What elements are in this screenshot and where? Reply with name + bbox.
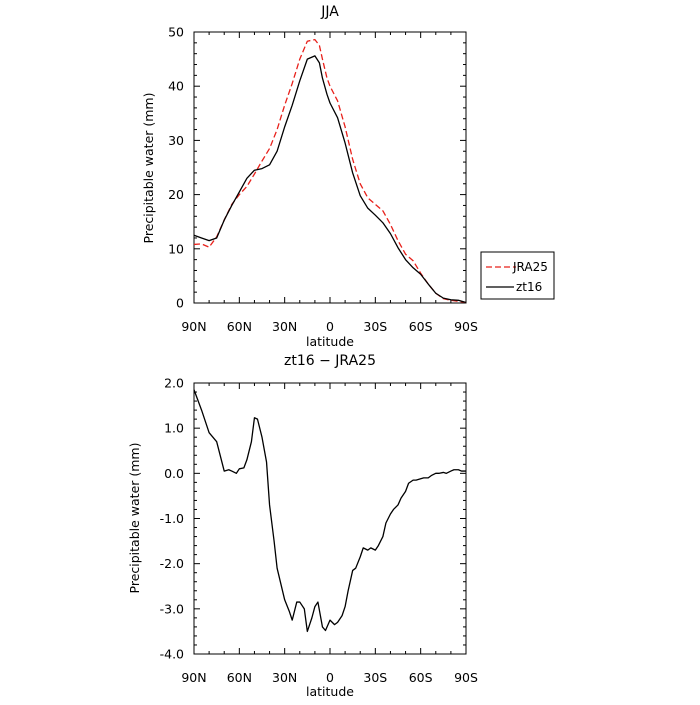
top-y-axis: 0 10 20 30 40 50 [168,25,466,311]
bottom-x-tick-label: 90N [181,670,206,685]
top-y-tick-label: 40 [168,79,184,94]
bottom-x-tick-label: 30N [272,670,297,685]
top-series-line-zt16 [193,55,467,304]
top-series-lines [193,38,467,304]
legend-label-zt16: zt16 [516,280,542,294]
top-x-tick-label: 60N [227,319,252,334]
bottom-panel: zt16 − JRA25 90N 60N 30N 0 30S 60S 90S 2.0 1.0 0… [127,353,478,699]
bottom-y-tick-label: 0.0 [164,466,184,481]
top-y-tick-label: 10 [168,241,184,256]
top-x-axis-label: latitude [306,334,354,349]
legend: JRA25 zt16 [480,251,555,300]
bottom-x-tick-label: 0 [326,670,334,685]
bottom-x-tick-label: 60S [409,670,433,685]
top-x-tick-label: 30S [363,319,387,334]
bottom-x-tick-label: 30S [363,670,387,685]
top-plot-frame [193,31,467,304]
bottom-plot-frame [193,382,467,655]
bottom-chart-title: zt16 − JRA25 [284,353,376,369]
bottom-y-tick-label: -1.0 [160,511,184,526]
top-x-tick-label: 30N [272,319,297,334]
top-x-axis: 90N 60N 30N 0 30S 60S 90S [181,32,478,334]
bottom-series-lines [193,389,466,633]
legend-box [480,251,555,300]
bottom-x-tick-label: 90S [454,670,478,685]
bottom-y-tick-label: 1.0 [164,421,184,436]
bottom-y-axis: 2.0 1.0 0.0 -1.0 -2.0 -3.0 -4.0 [160,376,466,662]
bottom-x-tick-label: 60N [227,670,252,685]
legend-label-jra25: JRA25 [512,260,548,274]
top-panel: JJA 90N 60N 30N 0 30S 60S 90S 0 10 20 30 40 50 lati… [141,4,555,349]
top-y-tick-label: 50 [168,25,184,40]
bottom-y-axis-label: Precipitable water (mm) [127,443,142,594]
bottom-y-tick-label: -3.0 [160,601,184,616]
top-y-axis-label: Precipitable water (mm) [141,93,156,244]
top-x-tick-label: 60S [409,319,433,334]
bottom-y-tick-label: -4.0 [160,647,184,662]
top-x-tick-label: 0 [326,319,334,334]
top-y-tick-label: 0 [176,296,184,311]
bottom-series-line-diff [193,389,466,633]
bottom-y-tick-label: 2.0 [164,376,184,391]
top-series-line-jra25 [193,38,467,304]
top-y-tick-label: 30 [168,133,184,148]
top-chart-title: JJA [320,4,339,20]
bottom-y-tick-label: -2.0 [160,556,184,571]
top-x-tick-label: 90N [181,319,206,334]
bottom-x-axis-label: latitude [306,684,354,699]
top-x-tick-label: 90S [454,319,478,334]
top-y-tick-label: 20 [168,187,184,202]
bottom-x-axis: 90N 60N 30N 0 30S 60S 90S [181,383,478,685]
